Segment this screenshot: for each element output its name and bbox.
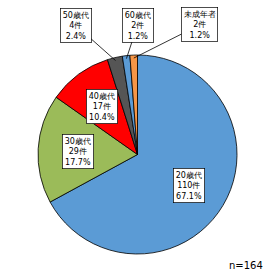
svg-text:未成年者2件1.2%: 未成年者2件1.2% (184, 10, 216, 40)
svg-text:20歳代110件67.1%: 20歳代110件67.1% (176, 171, 202, 201)
svg-text:30歳代29件17.7%: 30歳代29件17.7% (65, 137, 91, 167)
svg-text:40歳代17件10.4%: 40歳代17件10.4% (89, 92, 115, 122)
svg-text:n=164: n=164 (229, 260, 263, 271)
svg-text:50歳代4件2.4%: 50歳代4件2.4% (63, 11, 89, 41)
svg-text:60歳代2件1.2%: 60歳代2件1.2% (125, 11, 151, 41)
